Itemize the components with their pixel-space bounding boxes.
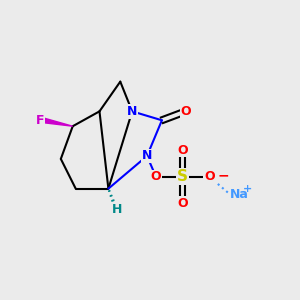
Text: −: −	[217, 168, 229, 182]
Text: F: F	[36, 114, 44, 127]
Text: S: S	[177, 169, 188, 184]
Text: N: N	[127, 105, 137, 118]
Text: O: O	[204, 170, 215, 183]
Text: O: O	[151, 170, 161, 183]
Text: Na: Na	[230, 188, 249, 201]
Text: O: O	[177, 143, 188, 157]
Text: H: H	[112, 203, 122, 216]
Text: N: N	[142, 149, 152, 162]
Polygon shape	[43, 118, 73, 126]
Text: O: O	[177, 197, 188, 210]
Text: +: +	[243, 184, 252, 194]
Text: O: O	[180, 105, 191, 118]
